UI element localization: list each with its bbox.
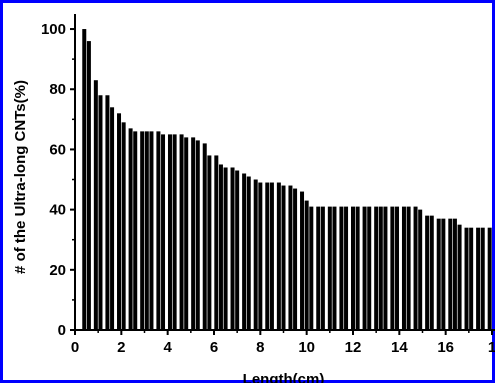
bar [367,206,372,330]
bar [110,107,115,330]
bar [93,80,98,331]
bar [149,131,154,330]
bar [167,134,172,330]
x-tick-label: 0 [71,339,79,356]
y-axis-title: # of the Ultra-long CNTs(%) [12,80,29,274]
bar [406,206,411,330]
x-tick-label: 8 [256,339,264,356]
bar [184,137,189,330]
bar [191,137,196,330]
bar [351,206,355,330]
x-axis-title: Length(cm) [243,371,325,383]
bar [401,206,406,330]
bar [339,206,344,330]
bar [448,218,453,330]
bar [246,176,251,330]
bar [395,206,400,330]
bar [413,206,418,330]
bar [195,140,200,330]
bar [362,206,367,330]
bar [161,134,166,330]
bar [436,218,441,330]
bar [258,182,263,330]
bar [253,179,258,330]
bar [469,227,474,330]
bar [202,143,207,330]
bar [276,182,281,330]
bar [425,215,430,330]
bar [344,206,349,330]
bar [441,218,446,330]
bar [378,206,383,330]
x-tick-label: 1 [488,339,495,356]
bar [86,41,91,331]
bar [327,206,332,330]
bar [390,206,395,330]
bar [144,131,149,330]
bar [293,188,298,330]
bar [140,131,145,330]
x-tick-label: 14 [391,339,408,356]
bar [117,113,122,330]
bar [320,206,325,330]
bar [304,200,309,330]
bar [452,218,457,330]
y-tick-label: 100 [41,21,66,38]
bar [230,167,235,330]
bar [300,191,305,330]
bar [288,185,293,330]
bar [98,95,103,330]
x-tick-label: 4 [163,339,172,356]
bar [476,227,481,330]
y-tick-label: 20 [49,262,66,279]
y-tick-label: 40 [49,202,66,219]
x-tick-label: 6 [210,339,218,356]
bar [242,173,247,330]
bar [121,122,126,330]
y-tick-label: 80 [49,81,66,98]
bar [172,134,177,330]
x-tick-label: 16 [437,339,454,356]
bar [214,155,219,330]
bar [265,182,270,330]
bar [309,206,314,330]
bar [235,170,240,330]
y-tick-label: 0 [58,322,66,339]
bar [355,206,360,330]
bar [332,206,337,330]
bars-group [82,29,492,331]
x-tick-label: 2 [117,339,125,356]
y-tick-label: 60 [49,141,66,158]
bar [281,185,286,330]
bar [457,224,462,330]
bar [383,206,388,330]
bar [128,128,133,330]
x-tick-label: 10 [298,339,315,356]
axes-group [70,14,495,335]
bar [487,227,492,330]
bar [316,206,321,330]
bar [223,167,228,330]
bar [480,227,485,330]
bar [82,29,87,331]
bar [464,227,469,330]
bar [374,206,379,330]
bar [179,134,184,330]
bar [269,182,274,330]
bar [207,155,212,330]
x-tick-label: 12 [345,339,362,356]
bar [218,164,223,330]
bar [105,95,110,330]
bar [429,215,434,330]
bar [156,131,161,330]
bar [418,209,423,330]
bar [133,131,138,330]
